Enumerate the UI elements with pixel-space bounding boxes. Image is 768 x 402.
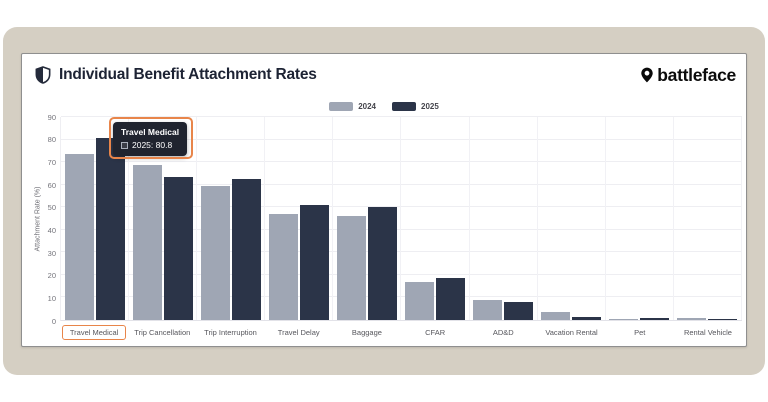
bar-group-trip-cancellation <box>129 117 198 320</box>
legend-label: 2025 <box>421 101 439 111</box>
x-label-text: Rental Vehicle <box>683 328 732 337</box>
legend-swatch-icon <box>392 101 416 111</box>
shield-icon <box>35 66 51 84</box>
x-label-text: Travel Delay <box>277 328 320 337</box>
card-header: Individual Benefit Attachment Rates batt… <box>35 63 736 87</box>
bar-baggage-2024[interactable] <box>336 216 366 320</box>
y-tick-label: 30 <box>47 248 56 258</box>
x-label-cfar: CFAR <box>401 324 469 337</box>
bar-travel-delay-2024[interactable] <box>268 213 298 320</box>
y-tick-label: 60 <box>47 180 56 190</box>
gridline <box>61 116 742 117</box>
y-tick-label: 70 <box>47 157 56 167</box>
bar-trip-interruption-2024[interactable] <box>200 186 230 320</box>
x-label-trip-interruption: Trip Interruption <box>196 324 264 337</box>
gridline <box>61 251 742 253</box>
bar-group-pet <box>606 117 674 320</box>
x-label-text: Pet <box>634 328 646 337</box>
legend-label: 2024 <box>358 101 376 111</box>
bar-trip-cancellation-2025[interactable] <box>163 177 193 320</box>
bar-travel-medical-2025[interactable] <box>95 137 125 320</box>
brand-logo: battleface <box>640 65 736 86</box>
chart-area: Attachment Rate (%) 0 10 20 30 40 50 60 70 80 90 <box>22 113 748 324</box>
bar-vacation-rental-2025[interactable] <box>572 317 602 320</box>
bar-trip-interruption-2025[interactable] <box>231 178 261 320</box>
y-tick-label: 80 <box>47 134 56 144</box>
bar-group-rental-vehicle <box>674 117 742 320</box>
bar-rental-vehicle-2025[interactable] <box>708 318 738 320</box>
y-tick-label: 20 <box>47 270 56 280</box>
bar-group-travel-delay <box>265 117 334 320</box>
x-label-travel-delay: Travel Delay <box>265 324 333 337</box>
x-axis-labels: Travel Medical Trip Cancellation Trip Inte… <box>60 324 742 340</box>
plot-area <box>60 116 742 321</box>
bar-ad-d-2025[interactable] <box>504 301 534 320</box>
bar-pet-2025[interactable] <box>640 317 670 320</box>
x-label-rental-vehicle: Rental Vehicle <box>674 324 742 337</box>
gridline <box>61 161 742 163</box>
bar-vacation-rental-2024[interactable] <box>541 312 571 320</box>
gridline <box>61 296 742 298</box>
tooltip-row: 2025: 80.8 <box>121 140 179 150</box>
location-pin-icon <box>641 67 654 83</box>
y-axis-ticks: 0 10 20 30 40 50 60 70 80 90 <box>22 113 56 324</box>
x-label-text: Baggage <box>351 328 382 337</box>
gridline <box>61 183 742 185</box>
x-label-text: Trip Interruption <box>204 328 257 337</box>
x-label-ad-d: AD&D <box>469 324 537 337</box>
legend-item-2024[interactable]: 2024 <box>329 101 376 111</box>
bar-group-cfar <box>401 117 470 320</box>
x-label-baggage: Baggage <box>333 324 401 337</box>
x-label-text: CFAR <box>425 328 446 337</box>
x-label-pet: Pet <box>606 324 674 337</box>
x-label-text: Vacation Rental <box>545 328 598 337</box>
x-label-vacation-rental: Vacation Rental <box>537 324 605 337</box>
page-title: Individual Benefit Attachment Rates <box>59 66 317 83</box>
y-tick-label: 40 <box>47 225 56 235</box>
legend-item-2025[interactable]: 2025 <box>392 101 439 111</box>
tooltip-title: Travel Medical <box>121 127 180 137</box>
bar-trip-cancellation-2024[interactable] <box>132 165 162 320</box>
y-tick-label: 50 <box>47 202 56 212</box>
bar-group-vacation-rental <box>538 117 606 320</box>
bar-group-trip-interruption <box>197 117 266 320</box>
bar-group-travel-medical <box>61 117 130 320</box>
y-tick-label: 90 <box>47 112 56 122</box>
tooltip-series-swatch-icon <box>121 141 128 149</box>
y-tick-label: 10 <box>47 293 56 303</box>
gridline <box>61 228 742 230</box>
x-label-trip-cancellation: Trip Cancellation <box>128 324 196 337</box>
bar-cfar-2025[interactable] <box>436 277 466 320</box>
legend: 2024 2025 <box>22 100 746 112</box>
title-wrap: Individual Benefit Attachment Rates <box>35 66 317 84</box>
x-label-text: Trip Cancellation <box>134 328 191 337</box>
bar-travel-delay-2025[interactable] <box>299 204 329 320</box>
bar-cfar-2024[interactable] <box>405 281 435 320</box>
tooltip: Travel Medical 2025: 80.8 <box>113 122 188 156</box>
bar-group-baggage <box>333 117 402 320</box>
y-tick-label: 0 <box>51 316 56 326</box>
chart-card: Individual Benefit Attachment Rates batt… <box>21 53 747 347</box>
tooltip-value: 2025: 80.8 <box>132 140 173 150</box>
x-label-text: Travel Medical <box>61 325 127 340</box>
bar-pet-2024[interactable] <box>609 319 639 320</box>
gridline <box>61 273 742 275</box>
bar-group-ad-d <box>470 117 538 320</box>
bar-baggage-2025[interactable] <box>367 207 397 320</box>
x-label-text: AD&D <box>492 328 514 337</box>
bar-ad-d-2024[interactable] <box>473 299 503 320</box>
brand-name: battleface <box>657 64 736 85</box>
gridline <box>61 206 742 208</box>
gridline <box>61 138 742 140</box>
bar-rental-vehicle-2024[interactable] <box>677 317 707 320</box>
bar-travel-medical-2024[interactable] <box>64 154 94 320</box>
legend-swatch-icon <box>329 101 354 111</box>
x-label-travel-medical: Travel Medical <box>60 324 128 340</box>
